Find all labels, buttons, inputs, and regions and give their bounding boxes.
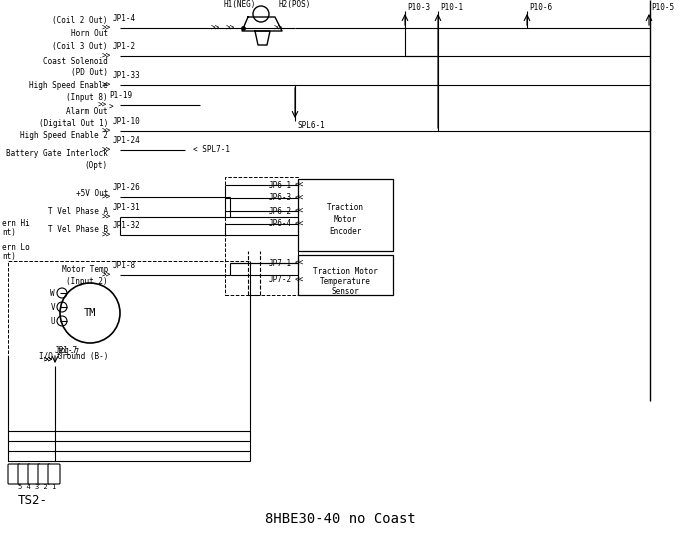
Text: <<: << xyxy=(295,194,304,202)
FancyBboxPatch shape xyxy=(18,464,30,484)
Text: T Vel Phase A: T Vel Phase A xyxy=(48,207,108,215)
Text: Horn Out: Horn Out xyxy=(71,30,108,38)
Text: >>: >> xyxy=(273,23,283,32)
Text: Battery Gate Interlock: Battery Gate Interlock xyxy=(6,148,108,157)
Text: Traction Motor: Traction Motor xyxy=(313,267,377,275)
Text: (PD Out): (PD Out) xyxy=(71,69,108,77)
Text: >>: >> xyxy=(210,23,220,32)
Text: JP7-1: JP7-1 xyxy=(269,259,292,267)
Text: P10-6: P10-6 xyxy=(529,3,552,11)
Text: >>: >> xyxy=(102,270,111,280)
Text: Temperature: Temperature xyxy=(320,276,371,286)
Text: 5 4 3 2 1: 5 4 3 2 1 xyxy=(18,484,56,490)
Text: Sensor: Sensor xyxy=(331,287,359,295)
Text: >>: >> xyxy=(98,101,107,109)
Text: +5V Out: +5V Out xyxy=(75,188,108,197)
Text: JP1-8: JP1-8 xyxy=(113,261,136,270)
Text: (Coil 2 Out): (Coil 2 Out) xyxy=(52,16,108,25)
Text: JP1-2: JP1-2 xyxy=(113,42,136,51)
Text: P1-19: P1-19 xyxy=(109,91,132,100)
Text: JP1-4: JP1-4 xyxy=(113,14,136,23)
FancyBboxPatch shape xyxy=(298,179,393,251)
Text: Coast Solenoid: Coast Solenoid xyxy=(44,56,108,65)
Text: JP6-3: JP6-3 xyxy=(269,194,292,202)
Text: JP1-26: JP1-26 xyxy=(113,183,141,192)
Text: (Input 2): (Input 2) xyxy=(67,276,108,286)
Text: >>: >> xyxy=(44,355,53,365)
Text: <<: << xyxy=(295,207,304,215)
Text: V: V xyxy=(50,302,55,312)
Text: nt): nt) xyxy=(2,228,16,237)
Text: TS2-: TS2- xyxy=(18,494,48,507)
Text: P10-3: P10-3 xyxy=(407,3,430,11)
Text: <<: << xyxy=(295,220,304,228)
Text: (Opt): (Opt) xyxy=(85,161,108,169)
Text: >>: >> xyxy=(102,81,111,89)
Text: H2(POS): H2(POS) xyxy=(279,1,311,10)
Text: >>: >> xyxy=(102,51,111,61)
Text: P10-5: P10-5 xyxy=(651,3,674,11)
Text: (Input 8): (Input 8) xyxy=(67,94,108,102)
Text: JP6-4: JP6-4 xyxy=(269,220,292,228)
Text: 8HBE30-40 no Coast: 8HBE30-40 no Coast xyxy=(265,512,415,526)
Text: High Speed Enable: High Speed Enable xyxy=(29,82,108,90)
Text: JP1-33: JP1-33 xyxy=(113,71,141,80)
Text: JP1-32: JP1-32 xyxy=(113,221,141,230)
Text: >>: >> xyxy=(102,193,111,201)
Text: ern Lo: ern Lo xyxy=(2,242,30,252)
Text: Traction: Traction xyxy=(326,202,364,212)
FancyBboxPatch shape xyxy=(38,464,50,484)
Text: (Coil 3 Out): (Coil 3 Out) xyxy=(52,43,108,51)
Text: JP1-10: JP1-10 xyxy=(113,117,141,126)
Text: SPL6-1: SPL6-1 xyxy=(298,121,326,129)
Text: >>: >> xyxy=(102,230,111,240)
Text: >>: >> xyxy=(102,127,111,135)
Text: W: W xyxy=(50,288,55,298)
Text: <<: << xyxy=(295,259,304,267)
Text: JP1-24: JP1-24 xyxy=(113,136,141,145)
Text: < SPL7-1: < SPL7-1 xyxy=(193,146,230,155)
Text: TM: TM xyxy=(84,308,97,318)
Text: P10-1: P10-1 xyxy=(440,3,463,11)
Text: >>: >> xyxy=(44,355,53,365)
Text: JP1-7: JP1-7 xyxy=(55,346,78,355)
Text: >>: >> xyxy=(102,146,111,155)
Text: ern Hi: ern Hi xyxy=(2,219,30,228)
Text: Alarm Out: Alarm Out xyxy=(67,107,108,115)
Text: Motor Temp: Motor Temp xyxy=(62,265,108,274)
Text: >>: >> xyxy=(102,23,111,32)
Text: I/O Ground (B-): I/O Ground (B-) xyxy=(39,352,108,360)
Text: JP6-1: JP6-1 xyxy=(269,181,292,189)
Text: <<: << xyxy=(295,275,304,285)
FancyBboxPatch shape xyxy=(8,464,20,484)
Text: JP6-2: JP6-2 xyxy=(269,207,292,215)
Text: (Digital Out 1): (Digital Out 1) xyxy=(39,118,108,128)
Text: <<: << xyxy=(295,181,304,189)
Text: >>: >> xyxy=(225,23,235,32)
Text: High Speed Enable 2: High Speed Enable 2 xyxy=(20,130,108,140)
Text: H1(NEG): H1(NEG) xyxy=(224,1,256,10)
Text: Motor: Motor xyxy=(333,214,356,223)
Text: JP7-2: JP7-2 xyxy=(269,275,292,285)
Text: JP1-7: JP1-7 xyxy=(57,348,80,357)
Text: >>: >> xyxy=(102,213,111,221)
FancyBboxPatch shape xyxy=(48,464,60,484)
FancyBboxPatch shape xyxy=(298,255,393,295)
Text: >: > xyxy=(108,102,113,111)
Text: U: U xyxy=(50,316,55,326)
Text: T Vel Phase B: T Vel Phase B xyxy=(48,225,108,234)
FancyBboxPatch shape xyxy=(28,464,40,484)
Text: JP1-31: JP1-31 xyxy=(113,203,141,212)
Text: Encoder: Encoder xyxy=(329,227,361,235)
Text: nt): nt) xyxy=(2,253,16,261)
